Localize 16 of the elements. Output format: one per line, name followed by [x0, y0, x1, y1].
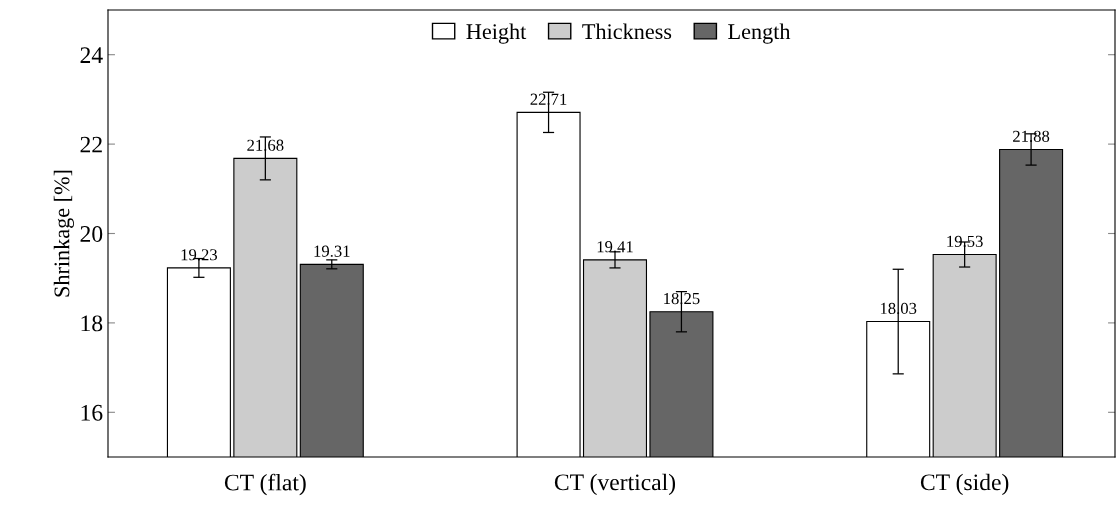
x-tick-label: CT (flat) [224, 473, 306, 496]
legend-label: Length [728, 23, 791, 44]
x-tick-label: CT (side) [920, 473, 1009, 496]
y-tick-label: 16 [81, 404, 103, 421]
y-axis-title: Shrinkage [%] [53, 170, 74, 297]
y-tick-label: 20 [80, 225, 103, 242]
data-label: 19.23 [181, 249, 218, 261]
x-tick-label: CT (vertical) [554, 473, 676, 496]
y-tick-label: 24 [80, 47, 103, 63]
data-label: 19.41 [597, 241, 633, 253]
y-tick-label: 22 [80, 136, 102, 153]
data-label: 19.53 [947, 235, 983, 248]
legend-label: Height [466, 23, 527, 44]
legend-label: Thickness [582, 23, 672, 40]
data-label: 19.31 [314, 245, 350, 257]
y-tick-label: 18 [81, 315, 103, 332]
